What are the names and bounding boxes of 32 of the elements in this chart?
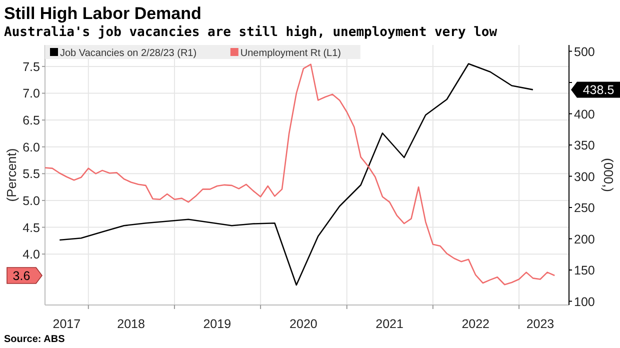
x-tick-label: 2017 [52,317,81,331]
y-tick-label: 6.5 [22,114,40,128]
legend-label: Unemployment Rt (L1) [240,48,341,59]
y2-tick-label: 250 [574,201,595,215]
y-tick-label: 7.5 [22,60,40,74]
x-tick-label: 2018 [117,317,146,331]
y-axis-title: (Percent) [4,148,19,202]
x-tick-label: 2023 [526,317,554,331]
y2-tick-label: 150 [574,264,595,278]
y-tick-label: 7.0 [22,86,40,101]
y-tick-label: 5.5 [22,167,40,182]
y-tick-label: 6.0 [22,140,40,154]
y-tick-label: 5.0 [22,194,40,208]
x-tick-label: 2022 [462,317,490,331]
text: 3.6 [12,269,30,284]
x-tick-label: 2021 [376,317,404,331]
legend-label: Job Vacancies on 2/28/23 (R1) [60,48,197,59]
x-tick-label: 2019 [203,317,232,331]
y2-axis-title: (000,) [601,158,616,192]
chart-title: Still High Labor Demand [4,4,202,23]
chart-subtitle: Australia's job vacancies are still high, unemployment very low [4,25,498,40]
y2-tick-label: 100 [574,294,595,309]
y2-tick-label: 300 [574,170,595,184]
source-note: Source: ABS [4,334,66,345]
y-tick-label: 4.5 [22,220,40,235]
y-tick-label: 4.0 [22,248,40,262]
text: 438.5 [582,83,614,98]
y2-tick-label: 350 [574,138,595,152]
y2-tick-label: 400 [574,107,595,122]
y2-tick-label: 200 [574,232,595,246]
y2-tick-label: 500 [574,44,595,59]
x-tick-label: 2020 [290,317,318,331]
